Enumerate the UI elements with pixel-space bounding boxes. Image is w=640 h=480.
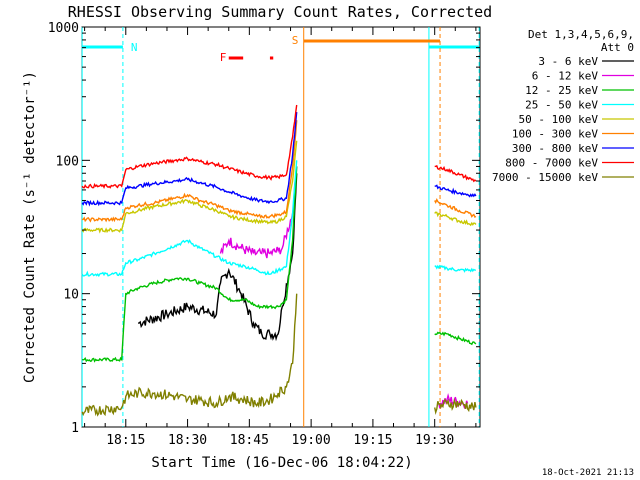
series-50-100keV	[81, 140, 477, 234]
series-line	[81, 160, 298, 278]
y-tick-label: 100	[56, 154, 79, 169]
series-line	[81, 120, 298, 223]
plot-frame	[81, 26, 481, 428]
x-tick-label: 18:15	[106, 433, 145, 448]
series-300-800keV	[81, 112, 477, 207]
legend-entry-label: 100 - 300 keV	[512, 128, 598, 141]
footer-timestamp: 18-Oct-2021 21:13	[542, 468, 634, 478]
y-tick-label: 1	[71, 421, 79, 436]
series-line	[81, 293, 298, 417]
series-line	[434, 397, 477, 415]
y-axis-label: Corrected Count Rate (s⁻¹ detector⁻¹)	[22, 71, 38, 383]
legend-entry-label: 800 - 7000 keV	[505, 157, 598, 170]
series-3-6keV	[137, 173, 298, 342]
series-line	[81, 104, 298, 190]
series-line	[434, 264, 476, 273]
series-line	[219, 166, 298, 259]
legend-entry-label: 3 - 6 keV	[538, 55, 598, 68]
x-tick-label: 19:15	[353, 433, 392, 448]
series-12-25keV	[81, 166, 477, 363]
annotation-f: F	[220, 51, 227, 64]
legend-entry-label: 25 - 50 keV	[525, 99, 598, 112]
series-line	[137, 173, 298, 342]
legend-entry-label: 6 - 12 keV	[532, 70, 599, 83]
series-line	[434, 211, 477, 227]
x-tick-label: 18:30	[168, 433, 207, 448]
legend-header: Det 1,3,4,5,6,9,	[528, 28, 634, 41]
legend-entry-label: 50 - 100 keV	[519, 113, 599, 126]
x-tick-label: 18:45	[230, 433, 269, 448]
legend-header: Att 0	[601, 41, 634, 54]
y-tick-label: 1000	[48, 21, 79, 36]
series-7000-15000keV	[81, 293, 477, 417]
legend-entry-label: 7000 - 15000 keV	[492, 171, 598, 184]
series-6-12keV	[219, 166, 469, 409]
annotation-n: N	[131, 41, 138, 54]
series-line	[434, 198, 477, 219]
series-layer	[81, 104, 477, 417]
series-line	[81, 140, 298, 234]
x-tick-label: 19:00	[292, 433, 331, 448]
annotation-s: S	[292, 34, 299, 47]
legend-entry-label: 300 - 800 keV	[512, 142, 598, 155]
x-tick-label: 19:30	[415, 433, 454, 448]
series-line	[434, 331, 477, 346]
series-100-300keV	[81, 120, 477, 223]
legend-entry-label: 12 - 25 keV	[525, 84, 598, 97]
series-line	[81, 166, 298, 363]
legend: Det 1,3,4,5,6,9,Att 03 - 6 keV 6 - 12 keV…	[492, 28, 634, 184]
y-tick-label: 10	[63, 288, 79, 303]
series-line	[81, 112, 298, 207]
axis-ticks: 18:15 18:30 18:45 19:00 19:15 19:30 1 10 100 1000	[48, 21, 480, 448]
orbit-markers: N F S	[81, 27, 480, 427]
series-line	[434, 165, 477, 183]
chart-title: RHESSI Observing Summary Count Rates, Co…	[68, 3, 492, 21]
series-line	[434, 184, 477, 198]
series-800-7000keV	[81, 104, 477, 190]
series-25-50keV	[81, 160, 476, 278]
x-axis-label: Start Time (16-Dec-06 18:04:22)	[151, 455, 412, 471]
